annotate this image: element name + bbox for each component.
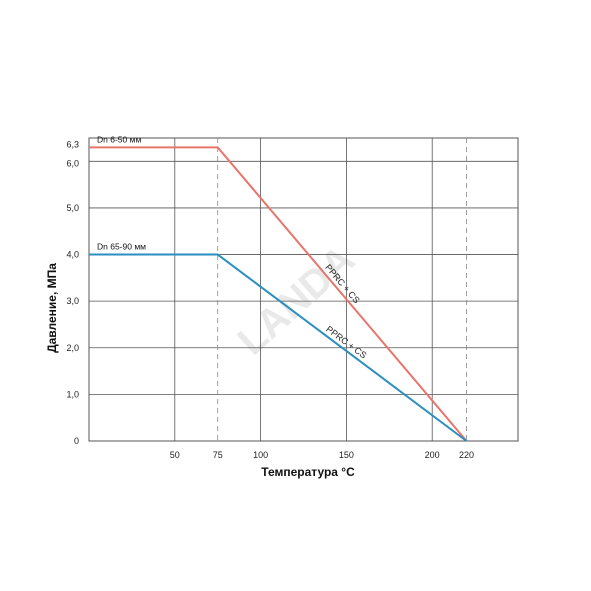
- y-tick-label: 2,0: [66, 343, 79, 353]
- x-tick-label: 50: [170, 450, 180, 460]
- x-tick-label: 75: [213, 450, 223, 460]
- series-label: Dn 6-50 мм: [97, 134, 141, 144]
- series-line: [89, 146, 468, 442]
- y-axis-title: Давление, МПа: [45, 263, 59, 353]
- series: [89, 146, 468, 442]
- y-tick-label: 0: [74, 436, 79, 446]
- series-label: Dn 65-90 мм: [97, 242, 146, 252]
- y-tick-label: 1,0: [66, 389, 79, 399]
- x-tick-label: 100: [253, 450, 268, 460]
- y-tick-label: 4,0: [66, 250, 79, 260]
- y-tick-label: 6,0: [66, 158, 79, 168]
- series-line: [89, 253, 468, 442]
- y-tick-label: 5,0: [66, 203, 79, 213]
- tick-labels: 50 75 100 150 200 220 0 1,0 2,0 3,0 4,0 5,0 6,0 6,3: [66, 139, 474, 460]
- y-tick-label: 6,3: [66, 139, 79, 149]
- x-tick-label: 200: [425, 450, 440, 460]
- x-axis-title: Температура °C: [261, 465, 355, 479]
- x-tick-label: 220: [459, 450, 474, 460]
- x-tick-label: 150: [339, 450, 354, 460]
- y-tick-label: 3,0: [66, 296, 79, 306]
- grid: [88, 137, 519, 442]
